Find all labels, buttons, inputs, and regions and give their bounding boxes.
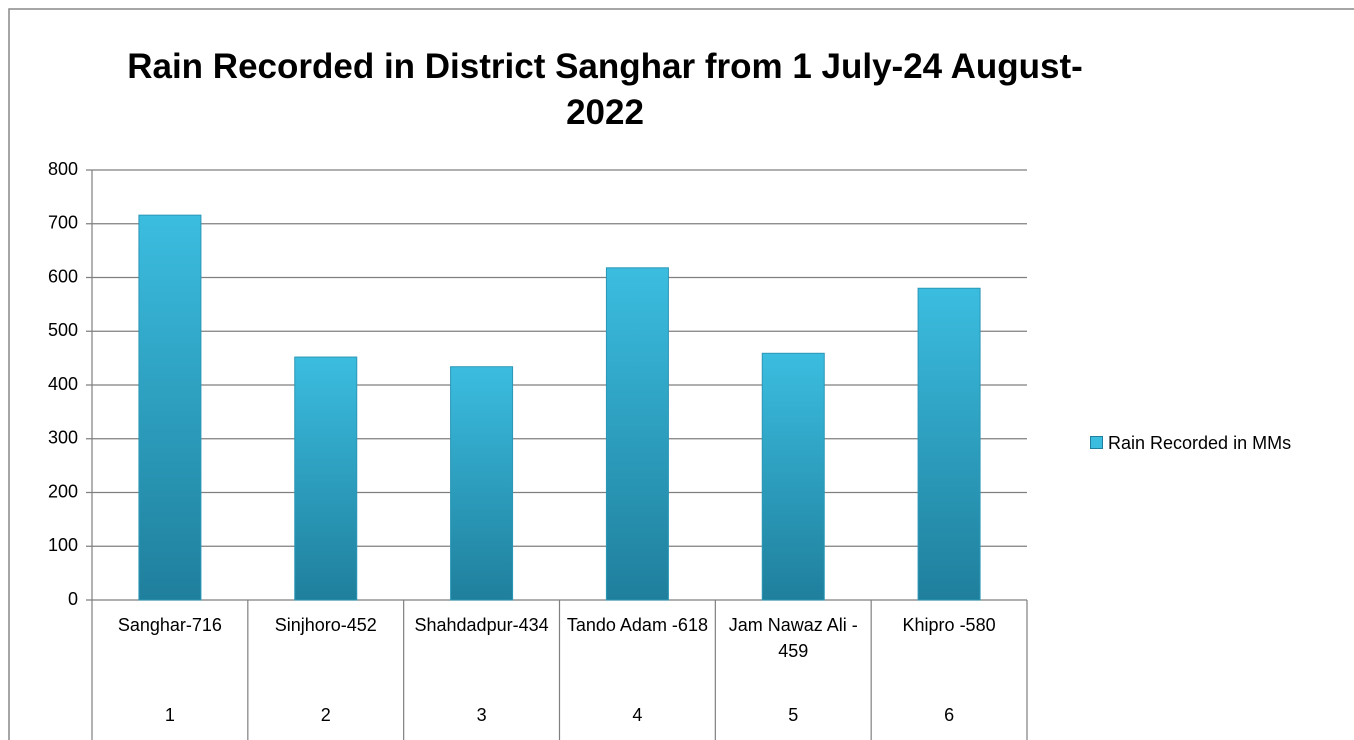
x-tick-label: Sanghar-716 xyxy=(117,615,222,635)
bar xyxy=(917,287,981,601)
y-tick-label: 500 xyxy=(48,320,78,340)
y-tick-label: 600 xyxy=(48,266,78,286)
x-group-label: 2 xyxy=(320,705,331,725)
x-group-label: 5 xyxy=(788,705,799,725)
bar xyxy=(138,214,202,601)
y-tick-label: 200 xyxy=(48,481,78,501)
chart-title: Rain Recorded in District Sanghar from 1… xyxy=(127,47,1083,132)
bar xyxy=(605,267,669,601)
y-tick-label: 800 xyxy=(48,159,78,179)
bar xyxy=(294,356,358,601)
x-tick-label: Tando Adam -618 xyxy=(566,615,708,635)
bar xyxy=(450,366,514,601)
y-tick-label: 300 xyxy=(48,428,78,448)
x-tick-label: Jam Nawaz Ali - 459 xyxy=(728,615,858,661)
y-tick-label: 700 xyxy=(48,213,78,233)
y-tick-label: 400 xyxy=(48,374,78,394)
x-group-label: 6 xyxy=(944,705,955,725)
y-tick-label: 0 xyxy=(68,589,78,609)
legend-swatch xyxy=(1090,436,1103,449)
y-tick-label: 100 xyxy=(48,535,78,555)
legend-label: Rain Recorded in MMs xyxy=(1108,433,1292,453)
x-group-label: 1 xyxy=(164,705,175,725)
legend: Rain Recorded in MMs xyxy=(1090,430,1291,456)
bar xyxy=(761,352,825,601)
x-tick-label: Sinjhoro-452 xyxy=(274,615,377,635)
x-tick-label: Shahdadpur-434 xyxy=(414,615,549,635)
x-tick-label: Khipro -580 xyxy=(902,615,996,635)
x-group-label: 3 xyxy=(476,705,487,725)
x-group-label: 4 xyxy=(632,705,643,725)
frame xyxy=(8,8,1354,740)
